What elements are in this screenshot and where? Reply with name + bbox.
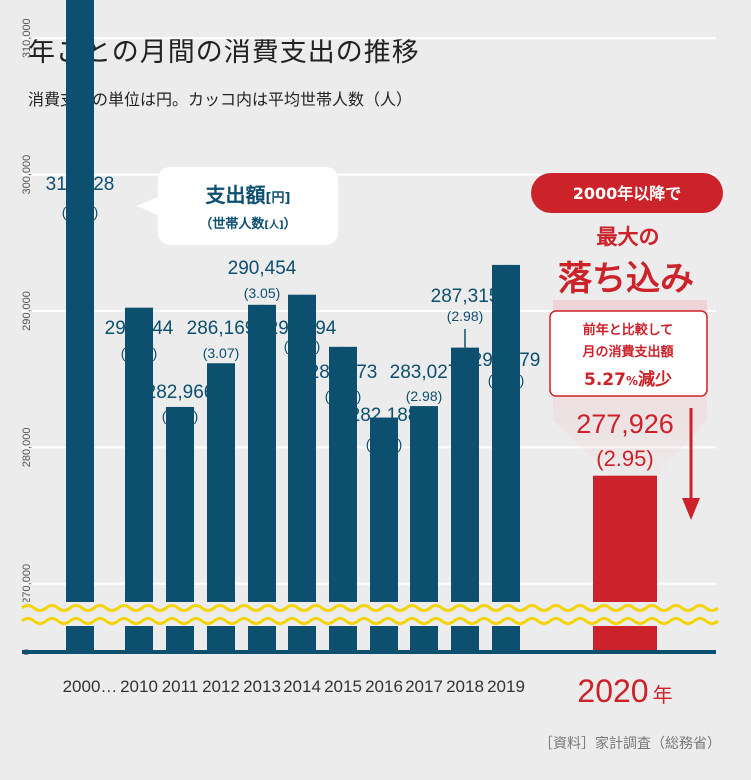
callout-header: 2000年以降で bbox=[531, 173, 723, 213]
callout-line1: 最大の bbox=[597, 225, 660, 249]
household-size-label: (2.98) bbox=[447, 308, 484, 324]
value-label: 291,194 bbox=[268, 318, 337, 339]
bars bbox=[66, 0, 657, 652]
svg-text:（世帯人数[人]）: （世帯人数[人]） bbox=[199, 216, 296, 232]
y-tick-label: 270,000 bbox=[21, 564, 33, 604]
bar-2015 bbox=[329, 346, 357, 652]
household-size-label: (3.09) bbox=[121, 345, 158, 361]
bar-2018 bbox=[451, 347, 479, 652]
value-label: 317,328 bbox=[46, 174, 115, 195]
x-tick-label-highlight: 2020 年 bbox=[577, 673, 672, 709]
household-size-label: (2.97) bbox=[488, 372, 525, 388]
callout-header-text: 2000年以降で bbox=[573, 184, 682, 203]
value-label: 283,027 bbox=[390, 362, 459, 383]
callout-line2: 落ち込み bbox=[558, 259, 694, 299]
callout-box-line1: 前年と比較して bbox=[583, 322, 674, 338]
y-tick-label: 310,000 bbox=[21, 18, 33, 58]
household-size-label: (2.98) bbox=[406, 388, 443, 404]
bar-2014 bbox=[288, 294, 316, 652]
household-size-label: (3.31) bbox=[62, 204, 99, 220]
household-size-label: (3.02) bbox=[325, 388, 362, 404]
callout-box-suffix: 減少 bbox=[638, 369, 672, 390]
y-tick-label: 300,000 bbox=[21, 155, 33, 195]
household-size-label: (2.99) bbox=[366, 436, 403, 452]
callout-box-value: 5.27 bbox=[584, 370, 626, 390]
value-label: 287,373 bbox=[309, 362, 378, 383]
x-tick-label: 2014 bbox=[283, 677, 321, 696]
y-tick-label: 290,000 bbox=[21, 291, 33, 331]
x-tick-label: 2010 bbox=[120, 677, 158, 696]
value-label: 290,244 bbox=[105, 318, 174, 339]
value-label: 293,379 bbox=[472, 350, 541, 371]
legend-bubble: 支出額[円] （世帯人数[人]） bbox=[137, 167, 338, 245]
x-tick-label: 2015 bbox=[324, 677, 362, 696]
axis-break-wave-top bbox=[21, 604, 719, 612]
household-size-label: (2.95) bbox=[596, 446, 653, 471]
x-tick-label: 2016 bbox=[365, 677, 403, 696]
callout-box-line2: 月の消費支出額 bbox=[581, 344, 673, 360]
household-size-label: (3.05) bbox=[244, 285, 281, 301]
household-size-label: (3.07) bbox=[203, 345, 240, 361]
value-label: 282,966 bbox=[146, 382, 215, 403]
household-size-label: (3.03) bbox=[284, 338, 321, 354]
bar-2000… bbox=[66, 0, 94, 652]
y-tick-labels: 0270,000280,000290,000300,000310,000320,… bbox=[21, 18, 33, 655]
value-label: 282,188 bbox=[350, 405, 419, 426]
legend-sub: （世帯人数 bbox=[199, 216, 265, 232]
value-labels: 317,328 (3.31) 290,244 (3.09) 282,966 (3.08) 2… bbox=[46, 174, 674, 471]
legend-sub-close: ） bbox=[284, 216, 297, 232]
value-label: 286,169 bbox=[187, 318, 256, 339]
legend-main-unit: [円] bbox=[266, 191, 291, 206]
value-label: 277,926 bbox=[576, 409, 674, 439]
x-tick-label: 2013 bbox=[243, 677, 281, 696]
down-arrow-icon bbox=[682, 498, 700, 520]
bar-2010 bbox=[125, 307, 153, 652]
legend-main: 支出額 bbox=[206, 183, 266, 207]
callout-box-unit: % bbox=[626, 374, 638, 388]
year-label: 2020 bbox=[577, 673, 648, 709]
legend-sub-unit: [人] bbox=[264, 218, 283, 231]
y-tick-label: 280,000 bbox=[21, 428, 33, 468]
x-tick-label: 2000… bbox=[63, 677, 118, 696]
x-tick-label: 2011 bbox=[162, 677, 199, 696]
household-size-label: (3.08) bbox=[162, 408, 199, 424]
svg-text:5.27%減少: 5.27%減少 bbox=[584, 369, 672, 390]
svg-text:支出額[円]: 支出額[円] bbox=[206, 183, 291, 207]
year-suffix: 年 bbox=[653, 683, 673, 707]
source-note: ［資料］家計調査（総務省） bbox=[539, 736, 721, 752]
x-tick-labels: 2000… 2010 2011 2012 2013 2014 2015 2016 2017 201… bbox=[63, 673, 673, 709]
x-tick-label: 2018 bbox=[446, 677, 484, 696]
axis-break-wave-bottom bbox=[21, 617, 719, 625]
value-label: 290,454 bbox=[228, 258, 297, 279]
callout-detail-box: 前年と比較して 月の消費支出額 5.27%減少 bbox=[549, 310, 708, 397]
value-label: 287,315 bbox=[431, 286, 500, 307]
x-tick-label: 2019 bbox=[487, 677, 525, 696]
x-tick-label: 2012 bbox=[202, 677, 240, 696]
x-tick-label: 2017 bbox=[405, 677, 443, 696]
bar-2019 bbox=[492, 264, 520, 652]
bar-2013 bbox=[248, 304, 276, 652]
chart-subtitle: 消費支出の単位は円。カッコ内は平均世帯人数（人） bbox=[28, 90, 413, 109]
